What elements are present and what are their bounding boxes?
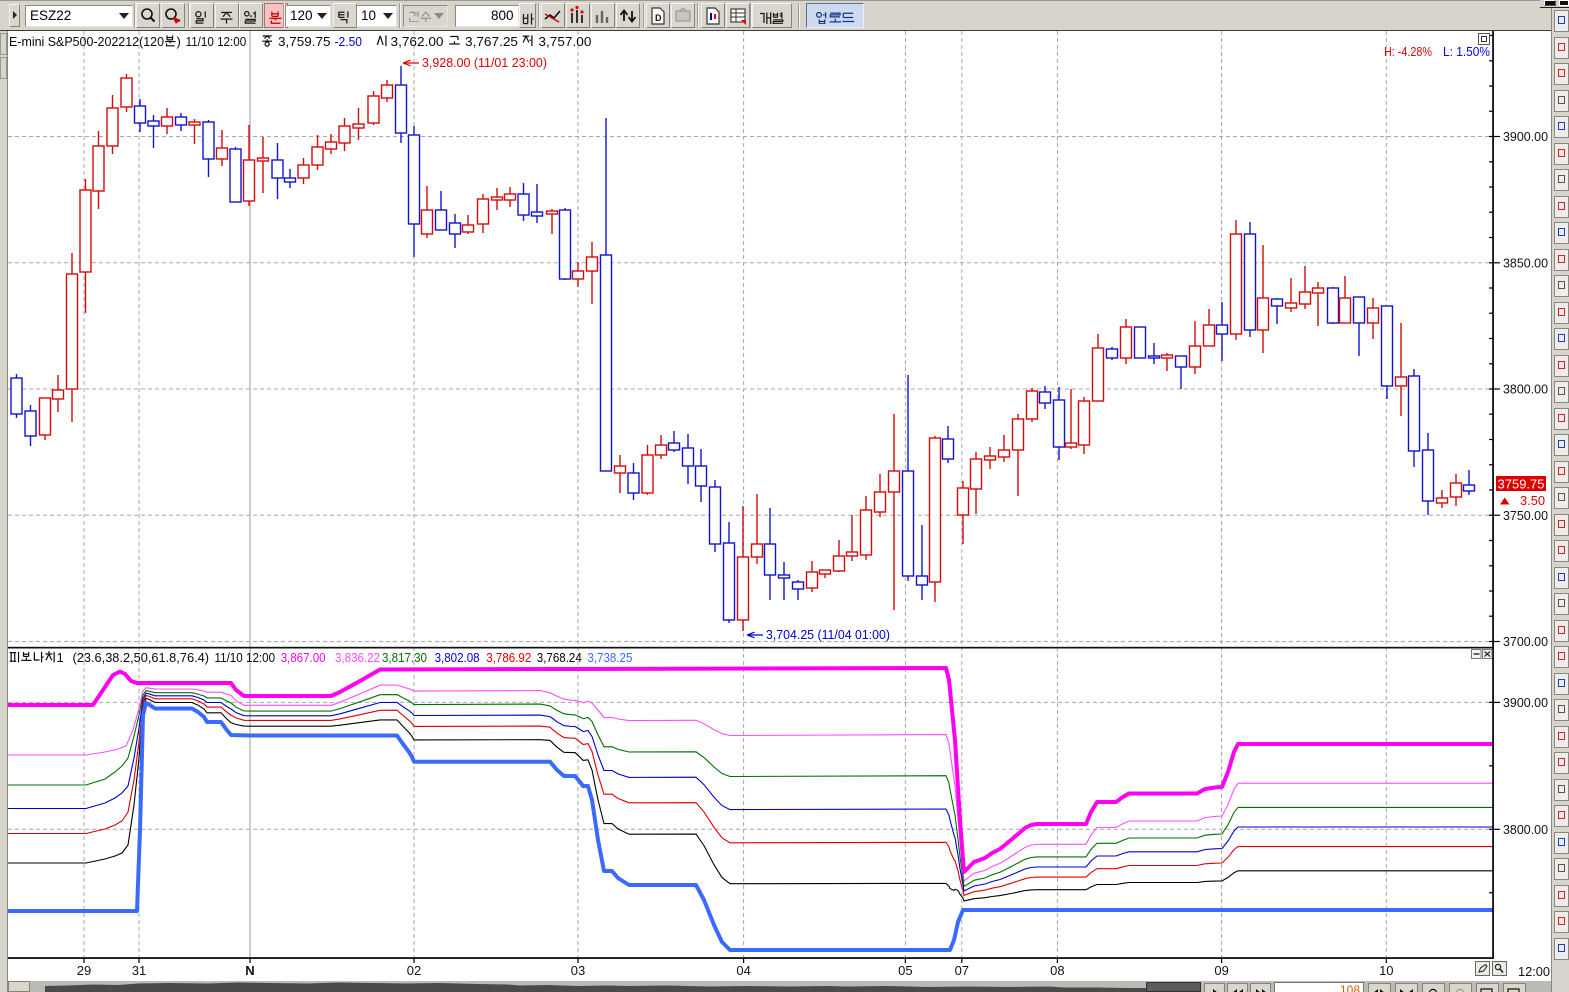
- svg-text:H: -4.28%: H: -4.28%: [1384, 44, 1432, 59]
- svg-text:04: 04: [736, 963, 750, 978]
- svg-text:3,757.00: 3,757.00: [538, 34, 591, 49]
- svg-text:3,767.25: 3,767.25: [465, 34, 518, 49]
- svg-text:3,817.30: 3,817.30: [382, 650, 427, 665]
- svg-text:3,762.00: 3,762.00: [391, 34, 444, 49]
- svg-text:08: 08: [1050, 963, 1064, 978]
- svg-text:11/10 12:00: 11/10 12:00: [215, 650, 276, 665]
- svg-text:3900.00: 3900.00: [1503, 695, 1548, 710]
- svg-text:3,768.24: 3,768.24: [537, 650, 582, 665]
- svg-text:3,786.92: 3,786.92: [486, 650, 531, 665]
- svg-text:): ): [177, 34, 181, 49]
- svg-text:07: 07: [955, 963, 969, 978]
- svg-text:N: N: [245, 963, 254, 978]
- svg-text:3800.00: 3800.00: [1503, 822, 1548, 837]
- svg-text:02: 02: [407, 963, 421, 978]
- svg-text:29: 29: [77, 963, 91, 978]
- svg-text:-2.50: -2.50: [335, 34, 363, 49]
- svg-text:3.50: 3.50: [1520, 493, 1545, 508]
- svg-text:05: 05: [898, 963, 912, 978]
- svg-text:3,704.25 (11/04 01:00): 3,704.25 (11/04 01:00): [766, 627, 890, 642]
- svg-text:09: 09: [1214, 963, 1228, 978]
- svg-text:1: 1: [57, 650, 64, 665]
- svg-text:3,802.08: 3,802.08: [435, 650, 480, 665]
- svg-text:3700.00: 3700.00: [1503, 634, 1548, 649]
- svg-text:3,738.25: 3,738.25: [587, 650, 632, 665]
- svg-text:D: D: [655, 13, 662, 23]
- svg-text:3759.75: 3759.75: [1498, 477, 1545, 492]
- svg-text:03: 03: [571, 963, 585, 978]
- svg-text:3,836.22: 3,836.22: [335, 650, 380, 665]
- svg-text:10: 10: [1379, 963, 1393, 978]
- svg-text:(23.6,38.2,50,61.8,76.4): (23.6,38.2,50,61.8,76.4): [73, 650, 210, 665]
- svg-text:3850.00: 3850.00: [1503, 255, 1548, 270]
- svg-text:3,867.00: 3,867.00: [281, 650, 326, 665]
- svg-text:L: 1.50%: L: 1.50%: [1443, 44, 1490, 59]
- svg-text:31: 31: [132, 963, 146, 978]
- svg-text:E-mini S&P500-202212(120: E-mini S&P500-202212(120: [9, 34, 164, 49]
- svg-text:3,928.00 (11/01 23:00): 3,928.00 (11/01 23:00): [422, 55, 547, 70]
- svg-text:3900.00: 3900.00: [1503, 129, 1548, 144]
- svg-text:3,759.75: 3,759.75: [278, 34, 331, 49]
- svg-text:11/10 12:00: 11/10 12:00: [186, 34, 247, 49]
- svg-text:3800.00: 3800.00: [1503, 382, 1548, 397]
- svg-text:12:00: 12:00: [1518, 964, 1550, 979]
- svg-text:3750.00: 3750.00: [1503, 508, 1548, 523]
